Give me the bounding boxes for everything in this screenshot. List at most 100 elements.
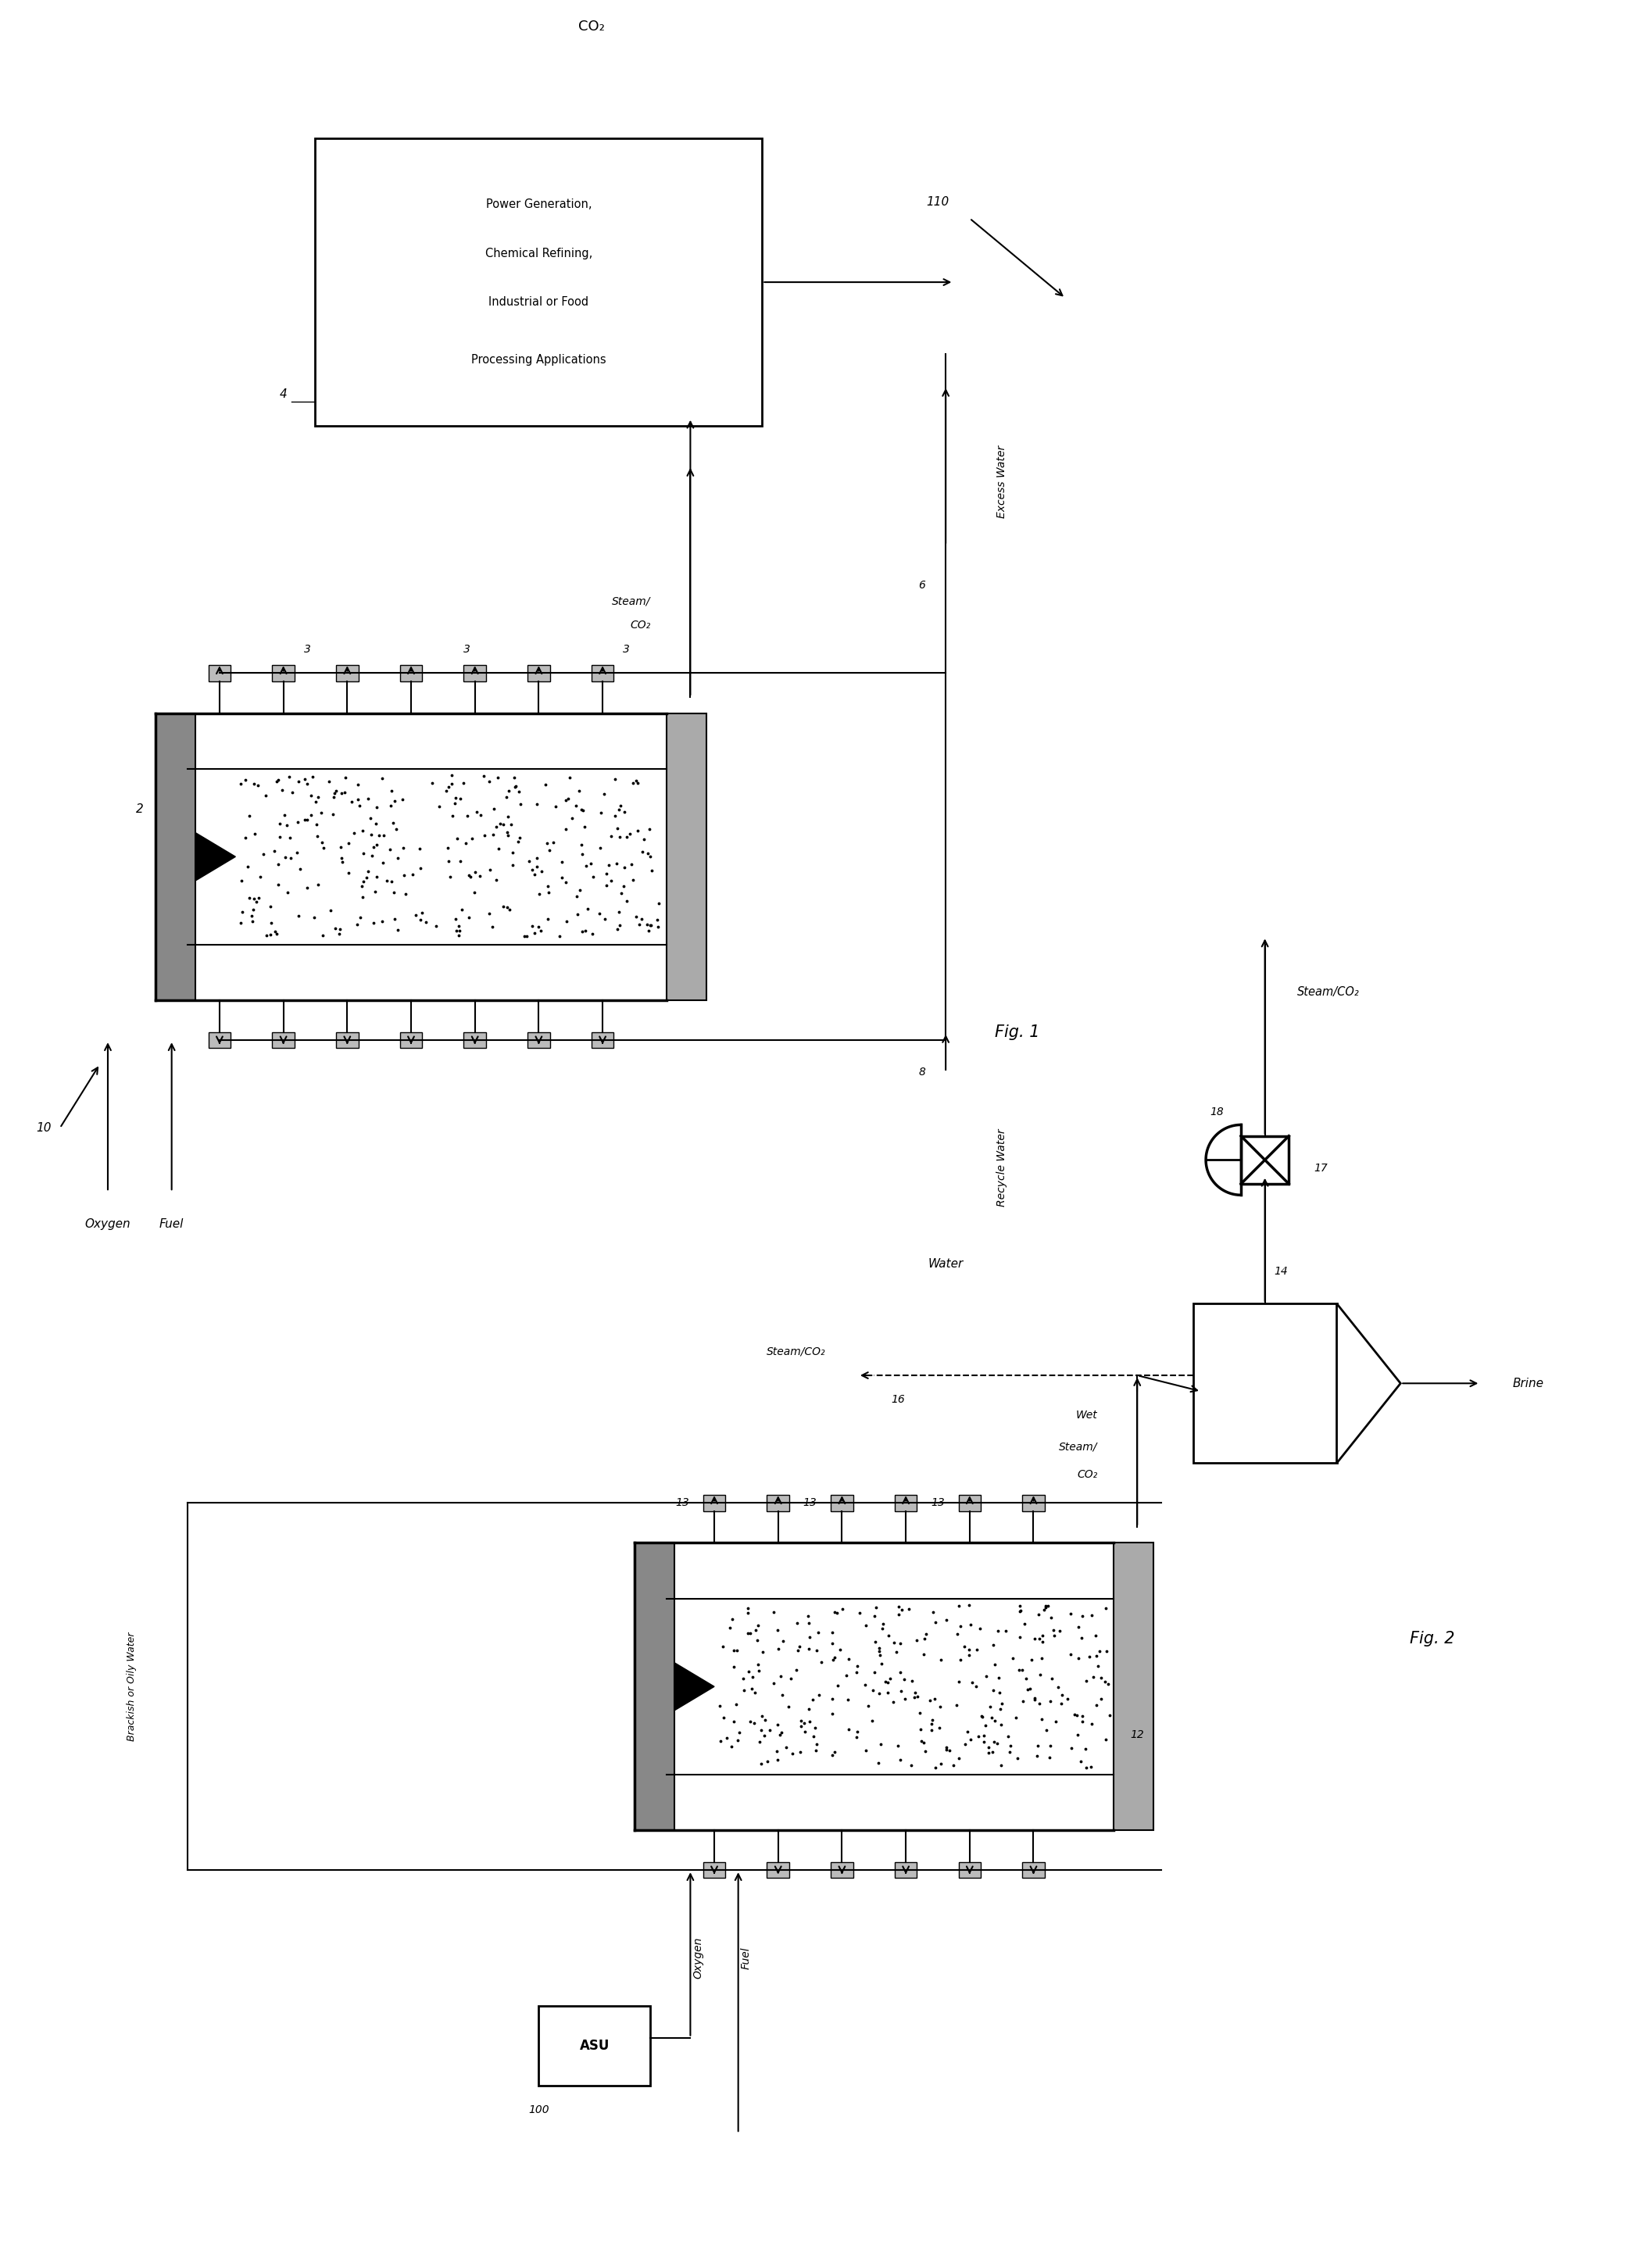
Point bbox=[965, 1719, 991, 1755]
Point bbox=[1037, 1728, 1064, 1764]
Point bbox=[1004, 1739, 1031, 1775]
Point bbox=[476, 763, 502, 799]
Point bbox=[796, 1703, 823, 1739]
Point bbox=[1095, 1665, 1122, 1701]
Point bbox=[320, 796, 347, 832]
Point bbox=[279, 774, 306, 810]
Point bbox=[567, 873, 593, 909]
Point bbox=[573, 848, 600, 884]
Point bbox=[236, 799, 263, 835]
Point bbox=[484, 862, 510, 898]
Point bbox=[760, 1595, 786, 1631]
Point bbox=[955, 1638, 981, 1674]
Point bbox=[378, 774, 405, 810]
Text: Chemical Refining,: Chemical Refining, bbox=[486, 248, 593, 259]
Point bbox=[899, 1748, 925, 1784]
Point bbox=[867, 1638, 894, 1674]
Point bbox=[998, 1728, 1024, 1764]
Point bbox=[439, 796, 466, 832]
Point bbox=[1074, 1663, 1100, 1699]
Point bbox=[963, 1667, 990, 1703]
Point bbox=[446, 914, 472, 950]
Bar bbox=[464, 666, 486, 681]
Point bbox=[438, 765, 464, 801]
Point bbox=[380, 805, 406, 841]
Point bbox=[955, 1715, 981, 1751]
Point bbox=[624, 812, 651, 848]
Point bbox=[981, 1724, 1008, 1760]
Point bbox=[504, 823, 530, 860]
Bar bbox=[155, 713, 195, 999]
Point bbox=[327, 911, 354, 948]
Point bbox=[325, 916, 352, 952]
Point bbox=[988, 1708, 1014, 1744]
Point bbox=[788, 1708, 814, 1744]
Point bbox=[264, 763, 291, 799]
Point bbox=[608, 875, 634, 911]
Point bbox=[261, 832, 287, 869]
Point bbox=[598, 819, 624, 855]
Point bbox=[278, 839, 304, 875]
Point bbox=[362, 873, 388, 909]
Point bbox=[572, 810, 598, 846]
Point bbox=[241, 880, 268, 916]
Point bbox=[370, 844, 396, 880]
Point bbox=[927, 1710, 953, 1746]
Point bbox=[327, 830, 354, 866]
Point bbox=[340, 814, 367, 851]
Point bbox=[524, 787, 550, 823]
Point bbox=[294, 765, 320, 801]
Point bbox=[767, 1717, 793, 1753]
Point bbox=[271, 796, 297, 832]
Text: Industrial or Food: Industrial or Food bbox=[489, 296, 588, 309]
Point bbox=[836, 1710, 862, 1746]
Point bbox=[638, 907, 664, 943]
Point bbox=[332, 760, 358, 796]
Point bbox=[400, 857, 426, 893]
Point bbox=[1014, 1672, 1041, 1708]
Point bbox=[1077, 1748, 1104, 1784]
Point bbox=[1009, 1651, 1036, 1687]
Point bbox=[867, 1645, 894, 1681]
Point bbox=[382, 783, 408, 819]
Point bbox=[606, 792, 633, 828]
Point bbox=[558, 801, 585, 837]
Point bbox=[720, 1649, 747, 1685]
Point bbox=[952, 1726, 978, 1762]
Point bbox=[1024, 1728, 1051, 1764]
Point bbox=[572, 914, 598, 950]
Point bbox=[824, 1667, 851, 1703]
Point bbox=[778, 1735, 805, 1771]
Point bbox=[862, 1590, 889, 1627]
Point bbox=[233, 763, 259, 799]
Point bbox=[317, 891, 344, 927]
Point bbox=[1032, 1588, 1059, 1624]
Point bbox=[1028, 1656, 1054, 1692]
Point bbox=[765, 1708, 791, 1744]
Point bbox=[456, 900, 482, 936]
Point bbox=[390, 830, 416, 866]
Text: Oxygen: Oxygen bbox=[84, 1218, 131, 1230]
Point bbox=[358, 817, 385, 853]
Point bbox=[933, 1733, 960, 1769]
Point bbox=[535, 869, 562, 905]
Point bbox=[877, 1660, 904, 1697]
Point bbox=[357, 801, 383, 837]
Point bbox=[819, 1642, 846, 1678]
Point bbox=[783, 1651, 809, 1687]
Point bbox=[578, 916, 605, 952]
Point bbox=[360, 828, 387, 864]
Point bbox=[258, 916, 284, 952]
Point bbox=[350, 864, 377, 900]
Point bbox=[1021, 1681, 1047, 1717]
Point bbox=[350, 835, 377, 871]
Bar bbox=[767, 1861, 790, 1877]
Point bbox=[819, 1737, 846, 1773]
Point bbox=[742, 1674, 768, 1710]
Point bbox=[591, 776, 618, 812]
Point bbox=[332, 774, 358, 810]
Point bbox=[507, 819, 534, 855]
Point bbox=[1021, 1620, 1047, 1656]
Point bbox=[765, 1742, 791, 1778]
Point bbox=[378, 864, 405, 900]
